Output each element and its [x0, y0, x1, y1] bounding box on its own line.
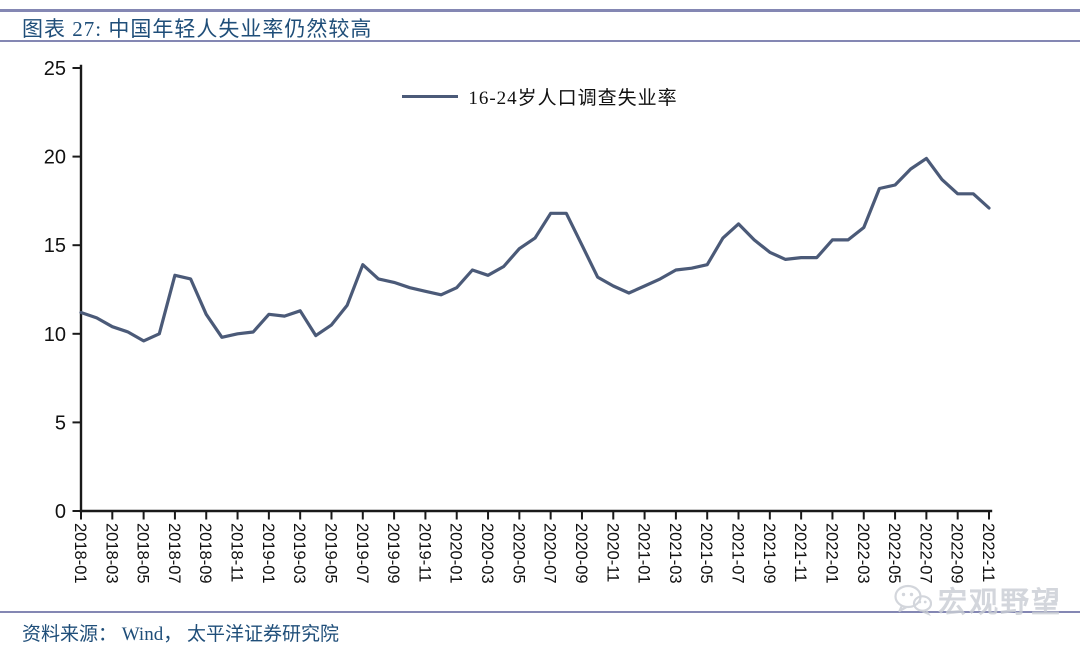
x-tick-label: 2020-11	[603, 523, 621, 582]
top-rule	[0, 9, 1080, 12]
x-tick-label: 2021-03	[666, 523, 684, 584]
x-tick-label: 2022-01	[822, 523, 840, 584]
x-tick-label: 2019-01	[259, 523, 277, 584]
x-tick-label: 2020-09	[572, 523, 590, 584]
figure-title: 图表 27: 中国年轻人失业率仍然较高	[22, 17, 373, 41]
x-tick-label: 2020-01	[447, 523, 465, 584]
x-tick-label: 2019-09	[384, 523, 402, 584]
y-tick-label: 15	[44, 235, 66, 257]
x-tick-label: 2018-07	[165, 523, 183, 584]
x-tick-label: 2021-09	[760, 523, 778, 584]
x-tick-label: 2022-11	[979, 523, 997, 582]
x-tick-label: 2019-05	[321, 523, 339, 584]
y-tick-label: 5	[55, 412, 66, 434]
x-tick-label: 2021-05	[697, 523, 715, 584]
y-tick-label: 10	[44, 324, 66, 346]
x-tick-label: 2021-07	[729, 523, 747, 584]
footer-rule	[0, 611, 1080, 613]
x-tick-label: 2022-05	[885, 523, 903, 584]
x-tick-label: 2018-05	[134, 523, 152, 584]
x-tick-label: 2019-07	[353, 523, 371, 584]
x-tick-group: 2018-01 2018-03 2018-05 2018-07 2018-09 2018-…	[71, 511, 997, 584]
axes	[79, 64, 993, 513]
x-tick-label: 2019-03	[290, 523, 308, 584]
x-tick-label: 2018-01	[71, 523, 89, 584]
x-tick-label: 2021-11	[791, 523, 809, 582]
x-tick-label: 2022-03	[854, 523, 872, 584]
series-line-youth-unemployment	[79, 156, 991, 343]
y-tick-group: 0 5 10 15 20 25	[44, 58, 81, 523]
x-tick-label: 2018-09	[196, 523, 214, 584]
x-tick-label: 2018-11	[228, 523, 246, 582]
source-note: 资料来源： Wind， 太平洋证券研究院	[22, 624, 339, 645]
y-tick-label: 0	[55, 501, 66, 523]
y-tick-label: 25	[44, 58, 66, 80]
x-tick-label: 2021-01	[635, 523, 653, 584]
y-tick-label: 20	[44, 147, 66, 169]
x-tick-label: 2020-05	[509, 523, 527, 584]
x-tick-label: 2022-07	[916, 523, 934, 584]
x-tick-label: 2020-07	[541, 523, 559, 584]
x-tick-label: 2020-03	[478, 523, 496, 584]
x-tick-label: 2018-03	[102, 523, 120, 584]
x-tick-label: 2019-11	[415, 523, 433, 582]
x-tick-label: 2022-09	[948, 523, 966, 584]
title-underline-rule	[0, 40, 1080, 42]
